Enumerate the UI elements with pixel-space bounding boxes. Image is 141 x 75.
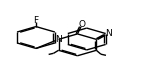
Text: O: O <box>78 20 85 29</box>
Text: N: N <box>105 29 112 38</box>
Text: N: N <box>55 35 62 44</box>
Text: F: F <box>33 16 38 25</box>
